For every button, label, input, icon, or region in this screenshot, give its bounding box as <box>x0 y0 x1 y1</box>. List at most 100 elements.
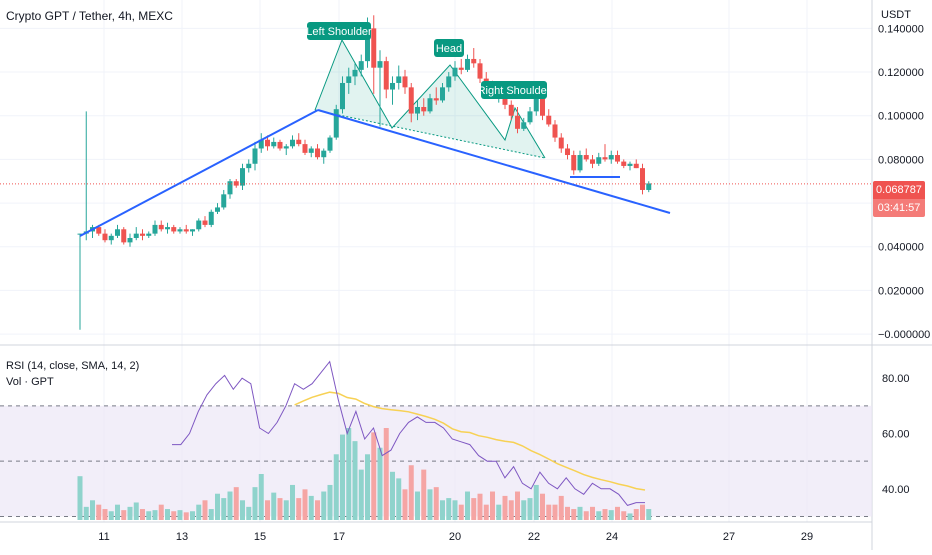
volume-bar <box>296 498 302 520</box>
support-trendline <box>79 109 319 237</box>
volume-bar <box>240 500 245 520</box>
candle-body <box>471 58 477 64</box>
volume-bar <box>377 447 383 520</box>
volume-bar <box>90 500 95 520</box>
volume-indicator-title[interactable]: Vol · GPT <box>6 376 54 388</box>
head-label: Head <box>436 43 462 55</box>
candle-body <box>321 150 327 158</box>
volume-bar <box>558 495 564 520</box>
candle-body <box>640 168 645 190</box>
chart-title: Crypto GPT / Tether, 4h, MEXC <box>6 9 173 23</box>
price-tick-label: 0.080000 <box>878 154 924 166</box>
price-axis[interactable]: 0.1400000.1200000.1000000.0800000.060000… <box>878 23 930 495</box>
candle-body <box>440 87 445 101</box>
volume-bar <box>446 498 452 520</box>
price-tick-label: 0.020000 <box>878 285 924 297</box>
rsi-indicator-title[interactable]: RSI (14, close, SMA, 14, 2) <box>6 360 140 372</box>
right-shoulder-label: Right Shoulder <box>478 85 551 97</box>
candle-body <box>108 235 114 241</box>
volume-bar <box>465 491 470 520</box>
candle-body <box>615 155 620 162</box>
volume-bar <box>440 500 445 520</box>
trendlines[interactable] <box>79 109 671 237</box>
candle-body <box>371 28 377 68</box>
volume-bar <box>452 500 458 520</box>
volume-bar <box>396 478 402 520</box>
candle-body <box>558 137 564 149</box>
candle-body <box>227 181 233 195</box>
volume-bar <box>127 506 133 520</box>
volume-bar <box>571 509 577 520</box>
neckline-trendline <box>317 109 671 214</box>
volume-bar <box>327 484 333 520</box>
candle-body <box>190 229 195 232</box>
candle-body <box>627 163 633 166</box>
candle-body <box>258 139 264 149</box>
candle-countdown: 03:41:57 <box>873 199 925 217</box>
candle-body <box>265 139 270 147</box>
volume-bar <box>152 510 158 520</box>
time-axis[interactable]: 11 13 15 17 20 22 24 27 29 <box>98 531 813 543</box>
volume-bar <box>365 454 370 520</box>
candle-body <box>252 148 258 164</box>
candle-body <box>158 224 164 230</box>
candle-body <box>458 67 464 70</box>
candle-body <box>565 148 570 156</box>
volume-bar <box>77 476 83 520</box>
time-tick-label: 24 <box>606 531 618 543</box>
volume-bar <box>233 487 239 520</box>
volume-bar <box>83 506 89 520</box>
right-shoulder-label-box <box>481 81 547 99</box>
volume-bar <box>577 506 583 520</box>
volume-bar <box>515 491 520 520</box>
volume-bar <box>140 509 145 520</box>
rsi-line <box>172 360 645 506</box>
candle-body <box>290 139 295 147</box>
candle-body <box>596 157 602 164</box>
volume-bar <box>533 484 539 520</box>
candle-body <box>183 229 189 232</box>
candle-body <box>433 98 439 101</box>
candle-body <box>121 229 127 243</box>
volume-bar <box>565 506 570 520</box>
volume-bar <box>171 511 177 520</box>
volume-bar <box>402 489 408 520</box>
volume-bar <box>477 493 483 520</box>
time-tick-label: 20 <box>449 531 461 543</box>
currency-label[interactable]: USDT <box>881 9 911 21</box>
candle-body <box>202 220 208 225</box>
candle-body <box>308 148 314 153</box>
candle-body <box>608 155 614 160</box>
candle-body <box>477 63 483 79</box>
volume-bar <box>502 495 508 520</box>
volume-bar <box>433 487 439 520</box>
volume-bar <box>252 487 258 520</box>
volume-bar <box>302 489 308 520</box>
rsi-series <box>172 360 646 506</box>
candle-body <box>102 233 108 241</box>
volume-bar <box>346 428 352 520</box>
volume-bar <box>633 509 639 520</box>
volume-bar <box>321 491 327 520</box>
candle-body <box>465 58 470 70</box>
volume-bar <box>590 506 595 520</box>
candle-body <box>115 229 120 236</box>
volume-bar <box>458 504 464 520</box>
candle-body <box>240 168 245 186</box>
volume-bar <box>340 434 345 520</box>
volume-bar <box>383 428 389 520</box>
candle-body <box>96 227 102 234</box>
rsi-tick-label: 40.00 <box>882 484 910 496</box>
volume-bar <box>102 509 108 520</box>
candle-body <box>358 61 364 70</box>
candle-body <box>133 233 139 239</box>
rsi-tick-label: 60.00 <box>882 429 910 441</box>
volume-bar <box>621 511 627 520</box>
volume-bar <box>546 504 552 520</box>
candle-body <box>590 159 595 164</box>
candle-body <box>152 224 158 234</box>
volume-bar <box>146 511 152 520</box>
candle-body <box>633 163 639 169</box>
